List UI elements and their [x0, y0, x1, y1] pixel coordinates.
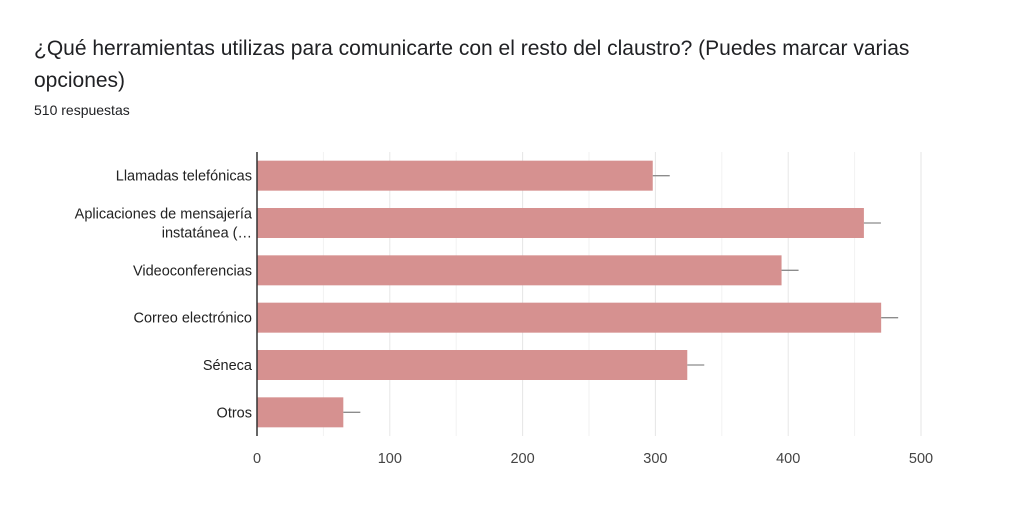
category-label: Correo electrónico — [134, 311, 252, 327]
category-label: Videoconferencias — [133, 263, 252, 279]
category-label: instatánea (… — [162, 226, 252, 242]
bar — [257, 350, 688, 380]
bar — [257, 160, 653, 191]
category-label: Aplicaciones de mensajería — [75, 207, 253, 223]
category-label: Séneca — [203, 358, 253, 374]
category-label: Otros — [217, 405, 252, 421]
x-tick-label: 400 — [776, 451, 800, 467]
bar — [257, 397, 344, 428]
bar — [257, 302, 882, 333]
category-label: Llamadas telefónicas — [116, 169, 252, 185]
x-tick-label: 500 — [909, 451, 933, 467]
x-tick-label: 200 — [510, 451, 534, 467]
chart-title: ¿Qué herramientas utilizas para comunica… — [34, 37, 910, 92]
bar — [257, 255, 782, 286]
x-tick-label: 300 — [643, 451, 667, 467]
x-tick-label: 0 — [253, 451, 261, 467]
response-count: 510 respuestas — [34, 102, 130, 118]
bar — [257, 208, 864, 238]
x-tick-label: 100 — [378, 451, 402, 467]
